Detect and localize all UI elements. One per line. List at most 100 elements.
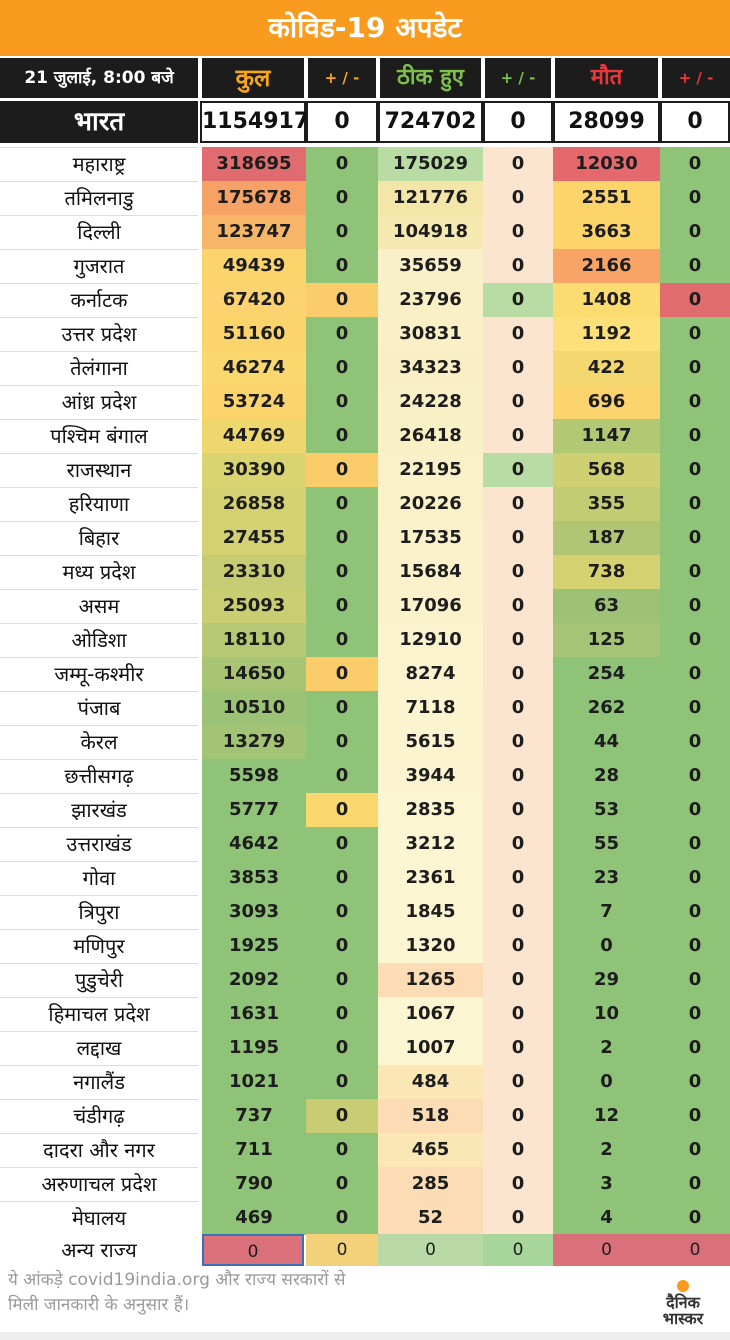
state-total-delta: 0 — [306, 759, 378, 793]
state-deaths-delta: 0 — [660, 997, 730, 1031]
state-recovered-delta: 0 — [483, 351, 553, 385]
table-row: राजस्थान 30390 0 22195 0 568 0 — [0, 453, 730, 487]
state-recovered: 7118 — [378, 691, 483, 725]
row-divider — [0, 657, 198, 658]
state-recovered: 484 — [378, 1065, 483, 1099]
state-total-delta: 0 — [306, 249, 378, 283]
state-total-delta: 0 — [306, 147, 378, 181]
state-recovered-delta: 0 — [483, 147, 553, 181]
state-recovered: 5615 — [378, 725, 483, 759]
row-divider — [0, 1031, 198, 1032]
row-divider — [0, 827, 198, 828]
table-row: छत्तीसगढ़ 5598 0 3944 0 28 0 — [0, 759, 730, 793]
state-recovered: 26418 — [378, 419, 483, 453]
state-recovered: 22195 — [378, 453, 483, 487]
other-total: 0 — [202, 1234, 304, 1266]
state-recovered: 1845 — [378, 895, 483, 929]
state-recovered-delta: 0 — [483, 1133, 553, 1167]
recovered-header: ठीक हुए — [380, 58, 481, 98]
state-total-delta: 0 — [306, 997, 378, 1031]
state-deaths: 262 — [553, 691, 660, 725]
other-states-row: अन्य राज्य 0 0 0 0 0 0 — [0, 1232, 730, 1268]
state-total-delta: 0 — [306, 793, 378, 827]
state-recovered-delta: 0 — [483, 555, 553, 589]
other-total-delta: 0 — [306, 1234, 378, 1266]
state-deaths: 355 — [553, 487, 660, 521]
state-total: 5598 — [202, 759, 306, 793]
state-deaths: 10 — [553, 997, 660, 1031]
row-divider — [0, 521, 198, 522]
state-total: 175678 — [202, 181, 306, 215]
state-deaths-delta: 0 — [660, 793, 730, 827]
state-deaths: 12 — [553, 1099, 660, 1133]
state-deaths-delta: 0 — [660, 827, 730, 861]
state-recovered: 17535 — [378, 521, 483, 555]
state-recovered: 20226 — [378, 487, 483, 521]
row-divider — [0, 1201, 198, 1202]
state-total: 46274 — [202, 351, 306, 385]
source-note-line1: ये आंकड़े covid19india.org और राज्य सरका… — [8, 1270, 346, 1290]
table-row: जम्मू-कश्मीर 14650 0 8274 0 254 0 — [0, 657, 730, 691]
state-name: गोवा — [0, 861, 198, 895]
india-name: भारत — [0, 101, 198, 143]
state-deaths-delta: 0 — [660, 351, 730, 385]
state-name: ओडिशा — [0, 623, 198, 657]
state-name: तेलंगाना — [0, 351, 198, 385]
state-deaths-delta: 0 — [660, 895, 730, 929]
state-recovered-delta: 0 — [483, 249, 553, 283]
state-recovered: 1067 — [378, 997, 483, 1031]
table-row: हिमाचल प्रदेश 1631 0 1067 0 10 0 — [0, 997, 730, 1031]
state-name: नगालैंड — [0, 1065, 198, 1099]
state-name: आंध्र प्रदेश — [0, 385, 198, 419]
table-row: गुजरात 49439 0 35659 0 2166 0 — [0, 249, 730, 283]
state-deaths: 4 — [553, 1201, 660, 1235]
state-recovered-delta: 0 — [483, 1167, 553, 1201]
state-total-delta: 0 — [306, 963, 378, 997]
state-name: राजस्थान — [0, 453, 198, 487]
logo-line2: भास्कर — [662, 1309, 704, 1328]
state-deaths: 422 — [553, 351, 660, 385]
row-divider — [0, 997, 198, 998]
state-total-delta: 0 — [306, 691, 378, 725]
table-row: असम 25093 0 17096 0 63 0 — [0, 589, 730, 623]
row-divider — [0, 181, 198, 182]
india-recovered-delta: 0 — [483, 101, 553, 143]
state-recovered-delta: 0 — [483, 657, 553, 691]
state-total-delta: 0 — [306, 1065, 378, 1099]
table-row: महाराष्ट्र 318695 0 175029 0 12030 0 — [0, 147, 730, 181]
logo-sun-icon — [677, 1280, 689, 1292]
state-recovered-delta: 0 — [483, 487, 553, 521]
state-recovered: 52 — [378, 1201, 483, 1235]
state-recovered: 518 — [378, 1099, 483, 1133]
table-row: अरुणाचल प्रदेश 790 0 285 0 3 0 — [0, 1167, 730, 1201]
table-row: त्रिपुरा 3093 0 1845 0 7 0 — [0, 895, 730, 929]
state-name: त्रिपुरा — [0, 895, 198, 929]
state-name: लद्दाख — [0, 1031, 198, 1065]
state-deaths-delta: 0 — [660, 385, 730, 419]
state-deaths-delta: 0 — [660, 1031, 730, 1065]
table-row: चंडीगढ़ 737 0 518 0 12 0 — [0, 1099, 730, 1133]
state-total-delta: 0 — [306, 317, 378, 351]
state-deaths: 3663 — [553, 215, 660, 249]
state-total-delta: 0 — [306, 555, 378, 589]
state-name: मेघालय — [0, 1201, 198, 1235]
table-row: लद्दाख 1195 0 1007 0 2 0 — [0, 1031, 730, 1065]
state-total: 10510 — [202, 691, 306, 725]
deaths-delta-header: + / - — [662, 58, 730, 98]
state-total-delta: 0 — [306, 725, 378, 759]
row-divider — [0, 487, 198, 488]
deaths-header: मौत — [555, 58, 658, 98]
state-deaths-delta: 0 — [660, 419, 730, 453]
state-recovered-delta: 0 — [483, 419, 553, 453]
state-deaths-delta: 0 — [660, 657, 730, 691]
state-total: 318695 — [202, 147, 306, 181]
state-recovered-delta: 0 — [483, 793, 553, 827]
row-divider — [0, 759, 198, 760]
state-deaths: 254 — [553, 657, 660, 691]
state-recovered: 1320 — [378, 929, 483, 963]
state-recovered: 3944 — [378, 759, 483, 793]
state-total: 1021 — [202, 1065, 306, 1099]
state-name: झारखंड — [0, 793, 198, 827]
state-recovered: 2361 — [378, 861, 483, 895]
state-recovered: 2835 — [378, 793, 483, 827]
